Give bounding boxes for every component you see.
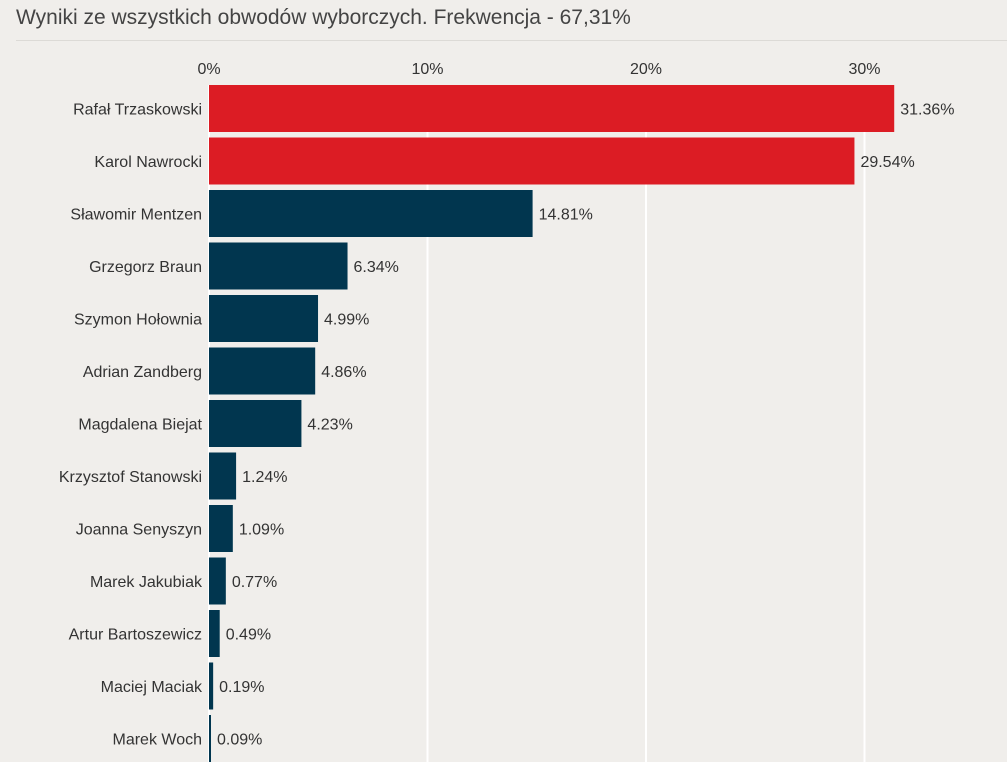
category-label: Marek Jakubiak [90, 574, 203, 591]
value-label: 0.19% [219, 679, 264, 696]
category-label: Karol Nawrocki [94, 154, 202, 171]
x-tick-label: 20% [630, 61, 662, 78]
chart-title: Wyniki ze wszystkich obwodów wyborczych.… [16, 6, 631, 29]
bar [209, 242, 348, 290]
value-label: 14.81% [539, 207, 593, 224]
category-label: Szymon Hołownia [74, 312, 202, 329]
x-axis-ticks: 0% 10% 20% 30% [197, 61, 880, 78]
category-label: Marek Woch [112, 732, 202, 749]
category-label: Magdalena Biejat [78, 417, 202, 434]
category-label: Sławomir Mentzen [70, 207, 202, 224]
value-label: 4.99% [324, 312, 369, 329]
value-label: 31.36% [900, 102, 954, 119]
bar [209, 610, 220, 657]
bar [209, 190, 533, 237]
value-label: 0.77% [232, 574, 277, 591]
value-label: 1.09% [239, 522, 284, 539]
bars [209, 85, 895, 762]
bar [209, 295, 319, 342]
value-label: 0.49% [226, 627, 271, 644]
value-label: 1.24% [242, 469, 287, 486]
bar [209, 662, 214, 710]
value-labels: 31.36% 29.54% 14.81% 6.34% 4.99% 4.86% 4.23% 1.… [217, 102, 954, 749]
x-tick-label: 30% [848, 61, 880, 78]
category-label: Maciej Maciak [101, 679, 203, 696]
bar [209, 347, 316, 395]
category-label: Joanna Senyszyn [76, 522, 202, 539]
value-label: 6.34% [354, 259, 399, 276]
x-tick-label: 0% [197, 61, 220, 78]
bar [209, 137, 855, 185]
x-tick-label: 10% [411, 61, 443, 78]
category-label: Grzegorz Braun [89, 259, 202, 276]
bar [209, 85, 895, 132]
category-label: Adrian Zandberg [83, 364, 202, 381]
value-label: 0.09% [217, 732, 262, 749]
category-label: Krzysztof Stanowski [59, 469, 202, 486]
bar [209, 452, 237, 500]
category-labels: Rafał Trzaskowski Karol Nawrocki Sławomir … [59, 102, 203, 749]
bar [209, 715, 211, 762]
value-label: 4.86% [321, 364, 366, 381]
bar [209, 400, 302, 447]
bar [209, 505, 233, 552]
bar [209, 557, 226, 605]
category-label: Rafał Trzaskowski [73, 102, 202, 119]
value-label: 4.23% [307, 417, 352, 434]
value-label: 29.54% [860, 154, 914, 171]
title-divider [16, 40, 1007, 41]
category-label: Artur Bartoszewicz [69, 627, 202, 644]
